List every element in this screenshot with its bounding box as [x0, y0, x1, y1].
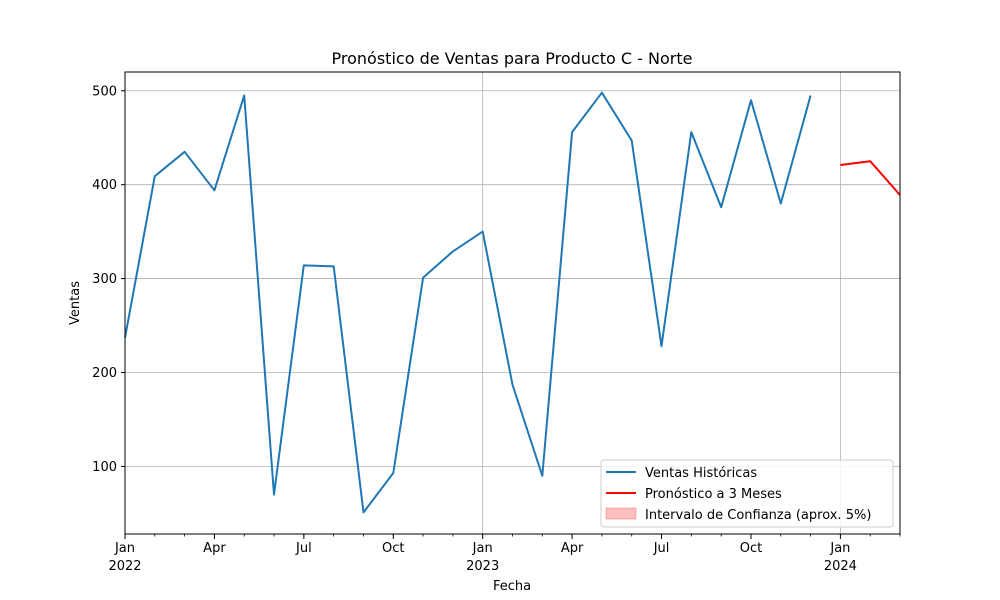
x-tick-year-label: 2022: [108, 559, 141, 574]
y-axis-label: Ventas: [68, 281, 83, 325]
x-tick-year-label: 2023: [466, 559, 499, 574]
legend: Ventas Históricas Pronóstico a 3 Meses I…: [600, 459, 894, 528]
x-tick-label: Oct: [382, 541, 404, 556]
x-axis-label: Fecha: [493, 579, 531, 594]
chart-title: Pronóstico de Ventas para Producto C - N…: [332, 49, 693, 68]
series-historico-line: [124, 91, 812, 514]
y-axis: 100 200 300 400 500: [92, 84, 125, 475]
x-tick-label: Jan: [829, 541, 850, 556]
y-tick-label: 400: [92, 178, 117, 193]
legend-box: [600, 459, 894, 528]
series-layer: [124, 91, 901, 514]
x-axis: Jan 2022 Apr Jul Oct Jan 2023 Apr Jul Oct Jan 2024: [108, 534, 901, 574]
x-tick-label: Oct: [740, 541, 762, 556]
x-tick-label: Jul: [653, 541, 670, 556]
legend-label-intervalo: Intervalo de Confianza (aprox. 5%): [645, 508, 871, 523]
x-tick-label: Jan: [114, 541, 135, 556]
x-tick-label: Jan: [472, 541, 493, 556]
y-tick-label: 500: [92, 84, 117, 99]
x-tick-label: Apr: [561, 541, 584, 556]
x-tick-label: Jul: [295, 541, 312, 556]
y-tick-label: 100: [92, 460, 117, 475]
series-pronostico-line: [840, 160, 901, 196]
x-tick-year-label: 2024: [824, 559, 857, 574]
legend-swatch-intervalo: [605, 507, 637, 520]
y-tick-label: 200: [92, 366, 117, 381]
legend-label-historico: Ventas Históricas: [645, 466, 757, 481]
x-tick-label: Apr: [203, 541, 226, 556]
y-tick-label: 300: [92, 272, 117, 287]
legend-label-pronostico: Pronóstico a 3 Meses: [645, 487, 782, 502]
